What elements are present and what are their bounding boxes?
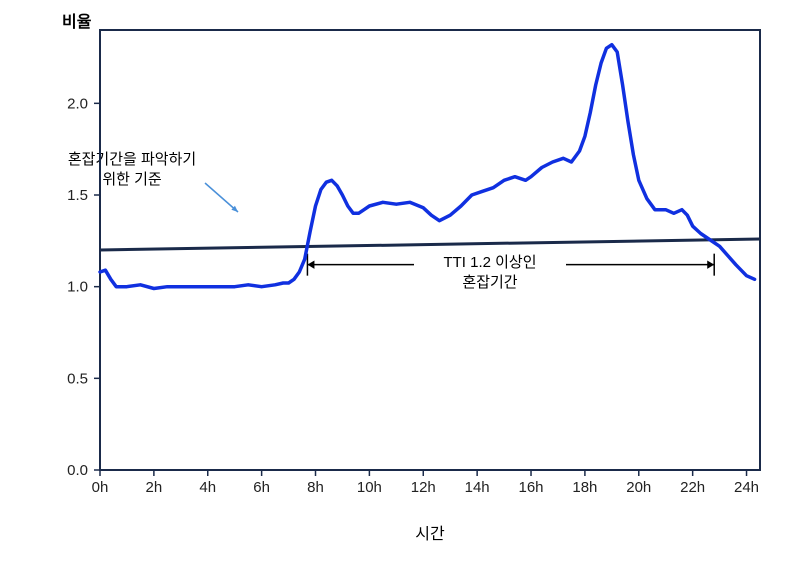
threshold-line [100,239,760,250]
x-tick-label: 4h [199,479,216,496]
x-tick-label: 18h [572,479,597,496]
threshold-arrow [205,183,238,212]
x-tick-label: 6h [253,479,270,496]
x-tick-label: 20h [626,479,651,496]
x-tick-label: 10h [357,479,382,496]
x-tick-label: 24h [734,479,759,496]
range-arrowhead-icon [307,260,314,268]
range-arrowhead-icon [707,260,714,268]
chart-svg: 0.0 0.5 1.0 1.5 2.0 0h 2h 4h 6h 8h 10h 12h 14h 16h 18h… [0,0,800,562]
y-tick-label: 0.0 [67,462,88,479]
x-tick-label: 14h [465,479,490,496]
x-tick-label: 2h [146,479,163,496]
x-tick-label: 22h [680,479,705,496]
y-tick-label: 2.0 [67,95,88,112]
chart-container: 비율 시간 혼잡기간을 파악하기 위한 기준 TTI 1.2 이상인 혼잡기간 … [0,0,800,562]
y-tick-label: 1.5 [67,187,88,204]
y-tick-label: 1.0 [67,279,88,296]
x-tick-label: 0h [92,479,109,496]
main-series-line [100,45,755,289]
x-tick-label: 12h [411,479,436,496]
x-tick-label: 16h [519,479,544,496]
x-tick-label: 8h [307,479,324,496]
y-tick-label: 0.5 [67,370,88,387]
